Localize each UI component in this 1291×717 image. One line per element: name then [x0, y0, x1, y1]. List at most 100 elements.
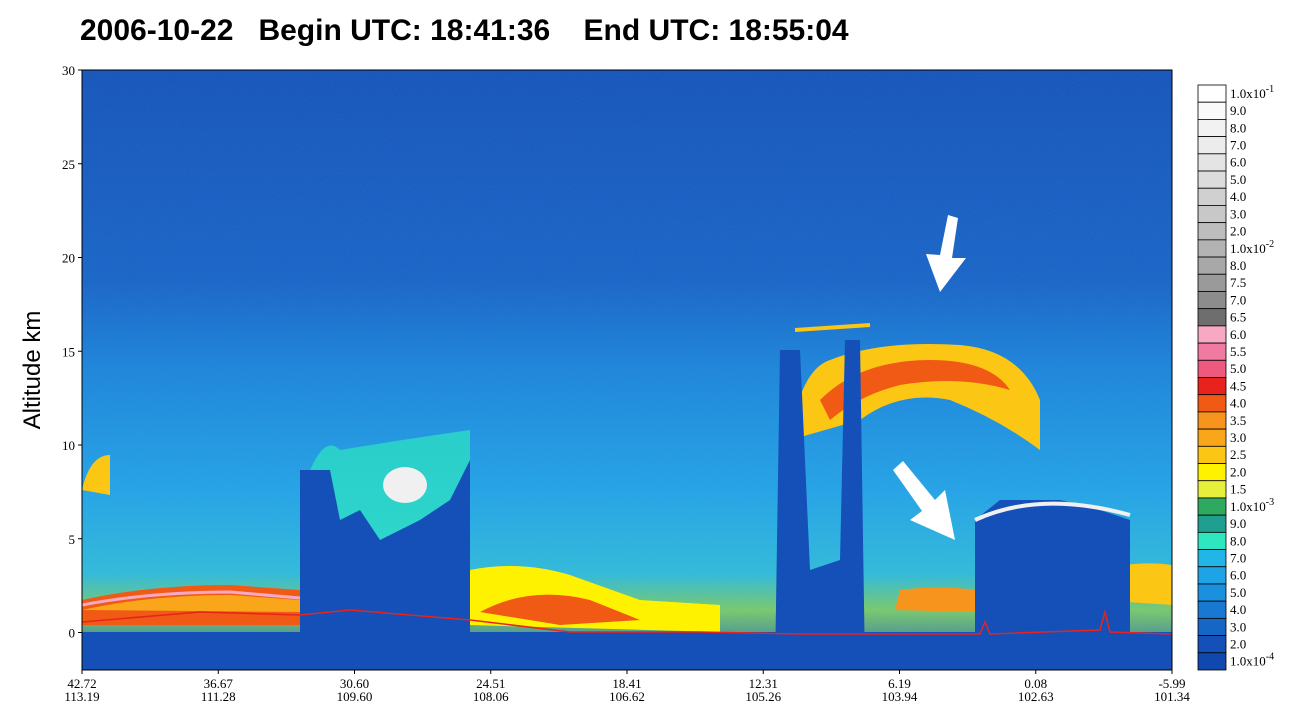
- y-tick-label: 20: [62, 251, 75, 266]
- colorbar-label: 8.0: [1230, 533, 1246, 548]
- colorbar-swatch: [1197, 514, 1227, 533]
- colorbar-label: 1.0x10-3: [1230, 497, 1274, 514]
- colorbar-label-base: 3.0: [1230, 206, 1246, 221]
- x-tick-label: 103.94: [882, 689, 918, 704]
- colorbar-swatch: [1197, 325, 1227, 344]
- colorbar-label: 3.0: [1230, 430, 1246, 445]
- colorbar-label: 8.0: [1230, 120, 1246, 135]
- arrow: [893, 461, 955, 540]
- colorbar-label-base: 4.5: [1230, 378, 1246, 393]
- colorbar-label: 2.0: [1230, 224, 1246, 239]
- x-tick-label: 30.60: [340, 676, 369, 691]
- colorbar-swatch: [1197, 101, 1227, 120]
- colorbar-label: 2.0: [1230, 464, 1246, 479]
- colorbar-label-base: 8.0: [1230, 120, 1246, 135]
- colorbar-swatch: [1197, 222, 1227, 241]
- colorbar-swatch: [1197, 291, 1227, 310]
- colorbar-label: 6.0: [1230, 155, 1246, 170]
- colorbar-label: 3.0: [1230, 619, 1246, 634]
- colorbar-label-base: 5.5: [1230, 344, 1246, 359]
- colorbar-label: 2.0: [1230, 636, 1246, 651]
- x-tick-label: 0.08: [1024, 676, 1047, 691]
- x-tick-label: 108.06: [473, 689, 509, 704]
- colorbar-swatch: [1197, 136, 1227, 155]
- colorbar-label-base: 1.0x10: [1230, 241, 1266, 256]
- colorbar-label-base: 4.0: [1230, 189, 1246, 204]
- colorbar-swatch: [1197, 342, 1227, 361]
- colorbar-label-base: 8.0: [1230, 258, 1246, 273]
- colorbar-swatch: [1197, 428, 1227, 447]
- colorbar-label-base: 7.0: [1230, 292, 1246, 307]
- y-tick-label: 10: [62, 438, 75, 453]
- colorbar-label: 4.0: [1230, 602, 1246, 617]
- colorbar-label-base: 6.0: [1230, 327, 1246, 342]
- colorbar-label: 7.0: [1230, 138, 1246, 153]
- colorbar-label-base: 8.0: [1230, 533, 1246, 548]
- colorbar-label-base: 9.0: [1230, 516, 1246, 531]
- y-tick-label: 5: [69, 532, 76, 547]
- colorbar-label: 1.0x10-1: [1230, 84, 1274, 101]
- colorbar-swatch: [1197, 170, 1227, 189]
- arrow: [926, 215, 966, 292]
- y-tick-label: 25: [62, 157, 75, 172]
- colorbar-label-base: 2.0: [1230, 636, 1246, 651]
- colorbar-swatch: [1197, 273, 1227, 292]
- x-tick-label: 111.28: [201, 689, 236, 704]
- curtain-image: [82, 70, 1172, 670]
- x-tick-label: 105.26: [745, 689, 781, 704]
- colorbar-swatch: [1197, 84, 1227, 103]
- x-tick-label: 36.67: [204, 676, 234, 691]
- x-tick-label: 106.62: [609, 689, 645, 704]
- colorbar-label-exponent: -2: [1266, 239, 1274, 250]
- x-tick-label: 42.72: [67, 676, 96, 691]
- colorbar-label: 7.0: [1230, 550, 1246, 565]
- colorbar-label-base: 6.0: [1230, 155, 1246, 170]
- colorbar-label-exponent: -4: [1266, 652, 1274, 663]
- colorbar-label-base: 3.0: [1230, 619, 1246, 634]
- colorbar-swatch: [1197, 308, 1227, 327]
- colorbar-label-base: 6.5: [1230, 310, 1246, 325]
- colorbar-label: 4.0: [1230, 396, 1246, 411]
- colorbar-swatch: [1197, 256, 1227, 275]
- colorbar-label: 1.5: [1230, 482, 1246, 497]
- colorbar-swatch: [1197, 617, 1227, 636]
- colorbar-label: 4.0: [1230, 189, 1246, 204]
- colorbar-swatch: [1197, 635, 1227, 654]
- colorbar-label: 5.0: [1230, 585, 1246, 600]
- colorbar-swatch: [1197, 359, 1227, 378]
- x-tick-label: 101.34: [1154, 689, 1190, 704]
- colorbar-label: 7.5: [1230, 275, 1246, 290]
- chart-title: 2006-10-22 Begin UTC: 18:41:36 End UTC: …: [80, 14, 849, 47]
- colorbar-swatch: [1197, 119, 1227, 138]
- colorbar-label-base: 1.0x10: [1230, 499, 1266, 514]
- colorbar-label: 1.0x10-2: [1230, 239, 1274, 256]
- colorbar-swatch: [1197, 531, 1227, 550]
- colorbar-label-base: 7.0: [1230, 138, 1246, 153]
- colorbar-swatch: [1197, 463, 1227, 482]
- x-tick-label: 12.31: [749, 676, 778, 691]
- colorbar-label: 6.0: [1230, 327, 1246, 342]
- colorbar-label-base: 2.5: [1230, 447, 1246, 462]
- colorbar-swatch: [1197, 549, 1227, 568]
- colorbar-label: 8.0: [1230, 258, 1246, 273]
- colorbar-label-base: 4.0: [1230, 602, 1246, 617]
- colorbar-label: 4.5: [1230, 378, 1246, 393]
- colorbar-swatch: [1197, 497, 1227, 516]
- colorbar-label-base: 7.0: [1230, 550, 1246, 565]
- x-tick-label: 18.41: [612, 676, 641, 691]
- colorbar-label-base: 1.0x10: [1230, 654, 1266, 669]
- colorbar-label-exponent: -3: [1266, 497, 1274, 508]
- x-tick-label: 24.51: [476, 676, 505, 691]
- y-tick-label: 15: [62, 344, 75, 359]
- colorbar-swatch: [1197, 153, 1227, 172]
- colorbar-label: 5.0: [1230, 361, 1246, 376]
- colorbar-label-base: 6.0: [1230, 568, 1246, 583]
- colorbar-label-base: 9.0: [1230, 103, 1246, 118]
- colorbar-label: 9.0: [1230, 516, 1246, 531]
- colorbar-swatch: [1197, 411, 1227, 430]
- colorbar-label-exponent: -1: [1266, 84, 1274, 95]
- colorbar-label: 7.0: [1230, 292, 1246, 307]
- colorbar-label-base: 7.5: [1230, 275, 1246, 290]
